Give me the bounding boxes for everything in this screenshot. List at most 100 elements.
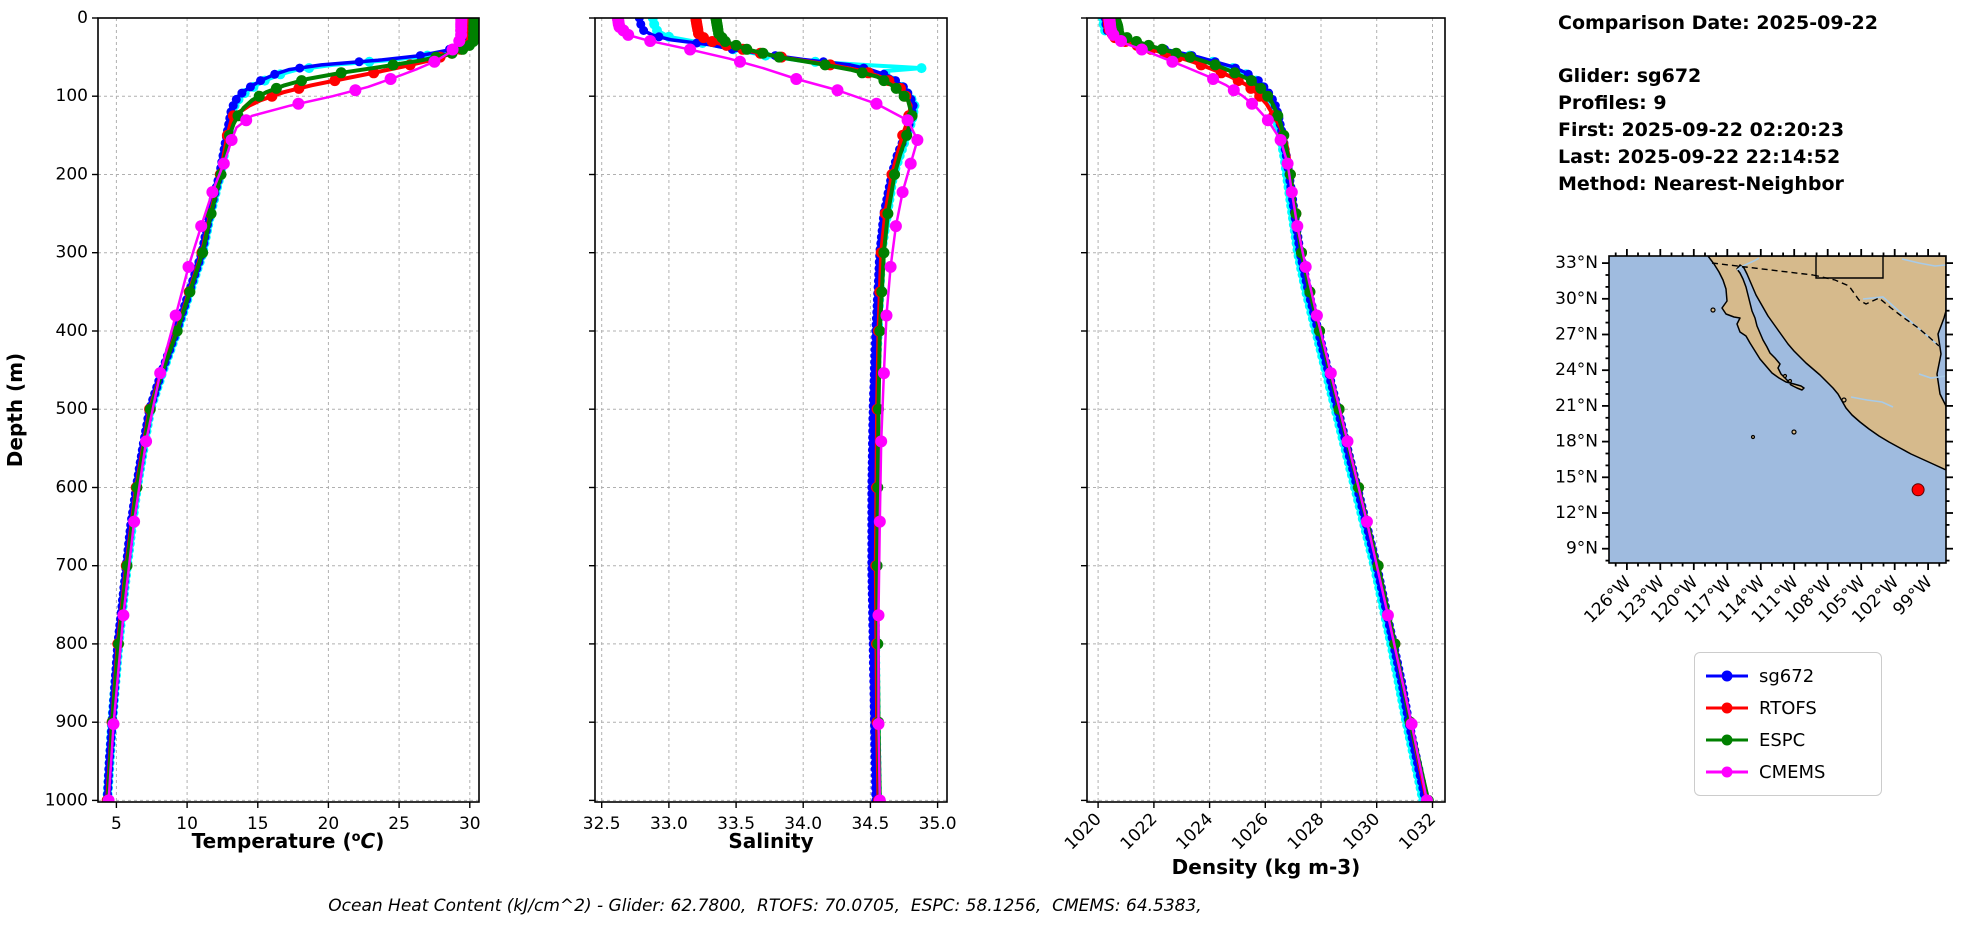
gridlines — [595, 18, 947, 802]
legend-label: ESPC — [1759, 729, 1806, 751]
temperature-profile-plot: 5 10 15 20 25 3001002003004005006007008009001… — [3, 8, 481, 853]
plot-frame — [1086, 17, 1446, 803]
gridlines — [1087, 18, 1445, 802]
spacer — [1558, 37, 1878, 63]
svg-text:27°N: 27°N — [1555, 325, 1598, 345]
svg-text:35.0: 35.0 — [919, 814, 957, 834]
svg-text:30: 30 — [459, 814, 481, 834]
svg-text:600: 600 — [56, 478, 88, 498]
legend-item-sg672: sg672 — [1703, 660, 1871, 692]
svg-text:400: 400 — [56, 321, 88, 341]
svg-text:9°N: 9°N — [1566, 539, 1598, 559]
info-panel: Comparison Date: 2025-09-22 Glider: sg67… — [1558, 10, 1878, 198]
island — [1791, 429, 1797, 435]
svg-text:10: 10 — [176, 814, 198, 834]
island — [1841, 397, 1847, 403]
series-CMEMS — [611, 18, 924, 802]
svg-text:0: 0 — [77, 8, 88, 28]
map-lon-labels: 126°W123°W120°W117°W114°W111°W108°W105°W… — [1580, 572, 1936, 627]
series-CMEMS — [1103, 18, 1433, 802]
svg-text:5: 5 — [111, 814, 122, 834]
svg-text:1020: 1020 — [1061, 809, 1106, 854]
legend-swatch — [1706, 734, 1748, 746]
island — [1750, 434, 1756, 440]
map-ticks — [1602, 249, 1953, 570]
svg-text:1032: 1032 — [1395, 809, 1440, 854]
y-axis — [589, 17, 595, 802]
comparison-method: Method: Nearest-Neighbor — [1558, 173, 1844, 195]
svg-text:1028: 1028 — [1284, 809, 1329, 854]
profile-count: Profiles: 9 — [1558, 92, 1667, 114]
x-axis: 5 10 15 20 25 30 — [111, 802, 481, 834]
comparison-date: Comparison Date: 2025-09-22 — [1558, 12, 1878, 34]
svg-text:15: 15 — [247, 814, 269, 834]
svg-text:1026: 1026 — [1228, 809, 1273, 854]
x-axis: 32.5 33.0 33.5 34.0 34.5 35.0 — [583, 802, 957, 834]
svg-text:700: 700 — [56, 556, 88, 576]
series-ESPC — [1109, 18, 1434, 802]
svg-text:32.5: 32.5 — [583, 814, 621, 834]
state-borders — [1815, 256, 1884, 279]
svg-text:1022: 1022 — [1117, 809, 1162, 854]
svg-text:1000: 1000 — [45, 790, 88, 810]
svg-text:1030: 1030 — [1340, 809, 1385, 854]
svg-text:99°W: 99°W — [1889, 572, 1936, 619]
svg-text:300: 300 — [56, 243, 88, 263]
svg-text:18°N: 18°N — [1555, 432, 1598, 452]
svg-text:15°N: 15°N — [1555, 467, 1598, 487]
svg-text:34.0: 34.0 — [784, 814, 822, 834]
y-axis-label: Depth (m) — [3, 353, 27, 467]
salinity-profile-plot: 32.5 33.0 33.5 34.0 34.5 35.0 Salinity — [583, 17, 957, 853]
map-frame — [1608, 255, 1947, 564]
legend-item-ESPC: ESPC — [1703, 724, 1871, 756]
plot-frame — [97, 17, 480, 803]
dashed-border — [1711, 262, 1940, 347]
glider-name: Glider: sg672 — [1558, 65, 1702, 87]
svg-text:1024: 1024 — [1172, 809, 1217, 854]
svg-text:25: 25 — [388, 814, 410, 834]
svg-text:900: 900 — [56, 712, 88, 732]
glider-location-marker — [1911, 483, 1925, 497]
svg-text:500: 500 — [56, 399, 88, 419]
series-ESPC — [710, 18, 918, 802]
legend-swatch — [1706, 702, 1748, 714]
svg-text:20: 20 — [318, 814, 340, 834]
legend: sg672 RTOFS ESPC CMEMS — [1694, 652, 1882, 796]
x-axis: 1020 1022 1024 1026 1028 1030 1032 — [1061, 802, 1440, 854]
svg-text:34.5: 34.5 — [851, 814, 889, 834]
legend-label: CMEMS — [1759, 761, 1826, 783]
x-axis-label: Density (kg m-3) — [1172, 855, 1361, 879]
svg-text:12°N: 12°N — [1555, 503, 1598, 523]
svg-text:33.0: 33.0 — [650, 814, 688, 834]
svg-text:30°N: 30°N — [1555, 289, 1598, 309]
svg-text:100: 100 — [56, 86, 88, 106]
svg-text:24°N: 24°N — [1555, 360, 1598, 380]
island — [1710, 307, 1716, 313]
map-lat-labels: 33°N 30°N 27°N 24°N 21°N 18°N 15°N 12°N 9°N — [1555, 253, 1598, 559]
plot-frame — [594, 17, 948, 803]
legend-swatch — [1706, 670, 1748, 682]
x-axis-label: Salinity — [728, 829, 813, 853]
legend-label: RTOFS — [1759, 697, 1817, 719]
y-axis: 0 100 200 300 400 500 600 700 800 900 1000 — [45, 8, 98, 810]
location-map: 33°N 30°N 27°N 24°N 21°N 18°N 15°N 12°N 9°N 126°W… — [1555, 249, 1953, 627]
svg-text:21°N: 21°N — [1555, 396, 1598, 416]
land — [1707, 256, 1946, 471]
series-CMEMS — [102, 18, 468, 802]
island — [1787, 378, 1793, 384]
last-profile-time: Last: 2025-09-22 22:14:52 — [1558, 146, 1841, 168]
y-axis — [1081, 17, 1087, 802]
island — [1782, 373, 1788, 379]
gridlines — [98, 18, 479, 802]
x-axis-label: Temperature (oC) — [192, 829, 385, 853]
legend-item-RTOFS: RTOFS — [1703, 692, 1871, 724]
svg-text:33.5: 33.5 — [717, 814, 755, 834]
legend-item-CMEMS: CMEMS — [1703, 756, 1871, 788]
svg-text:800: 800 — [56, 634, 88, 654]
legend-swatch — [1706, 766, 1748, 778]
svg-text:200: 200 — [56, 165, 88, 185]
rivers — [1736, 257, 1946, 408]
legend-label: sg672 — [1759, 665, 1815, 687]
